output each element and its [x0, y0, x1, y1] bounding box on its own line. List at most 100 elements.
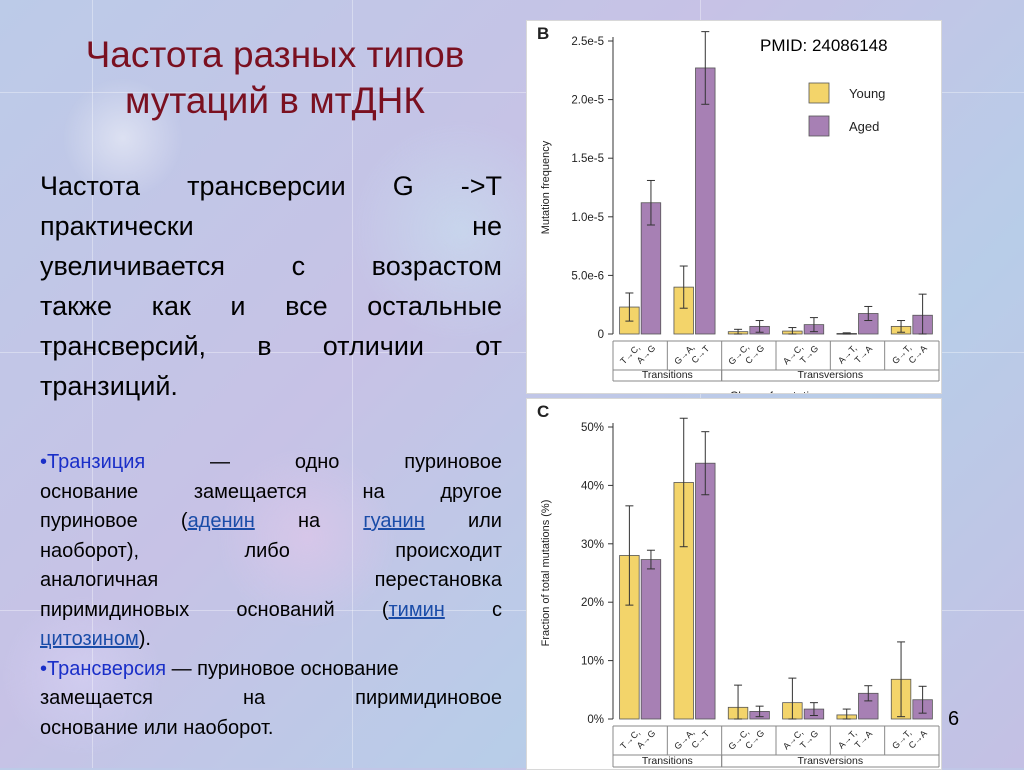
group-label: Transitions	[642, 369, 693, 381]
definitions-block: •Транзиция — одно пуриновое основание за…	[40, 448, 502, 743]
legend-label-young: Young	[849, 86, 885, 101]
group-label: Transversions	[798, 369, 864, 381]
definition-word: либо	[244, 539, 290, 562]
slide-title-line: мутаций в мтДНК	[125, 80, 425, 121]
x-tick-label: T→A	[853, 729, 875, 751]
background-grid-line	[352, 0, 353, 768]
definition-word: на	[362, 480, 385, 503]
paren: (	[381, 598, 389, 621]
lead-word: остальные	[367, 291, 502, 321]
lead-word: также	[40, 291, 112, 321]
definition-line: основание или наоборот.	[40, 714, 502, 744]
definition-line: • Трансверсия — пуриновое основание	[40, 655, 502, 685]
y-tick-label: 1.5e-5	[571, 153, 604, 165]
definition-word: одно	[294, 451, 340, 473]
group-label: Transversions	[798, 755, 864, 767]
background-grid-line	[0, 352, 1024, 353]
group-label: Transitions	[642, 755, 693, 767]
lead-word: трансверсий,	[40, 331, 207, 361]
chart-b: B 0 5.0e-6 1.0e-5 1.5e-5 2.0e-5 2.5e-5 Mutation…	[537, 24, 940, 393]
lead-word: как	[151, 291, 191, 321]
definition-word: замещается	[193, 480, 307, 503]
lead-word: увеличивается	[40, 251, 226, 281]
slide-title: Частота разных типов мутаций в мтДНК	[40, 32, 510, 124]
definition-line: пиримидиновых оснований (тимин с	[40, 596, 502, 626]
panel-label: B	[537, 24, 549, 43]
thymine-link[interactable]: тимин	[388, 598, 445, 621]
lead-word: ->T	[460, 171, 502, 201]
definition-word: на	[297, 510, 321, 532]
legend-label-aged: Aged	[849, 119, 879, 134]
bullet: •	[40, 657, 48, 680]
lead-paragraph: Частота трансверсии G ->T практически не…	[40, 166, 502, 406]
definition-word: пуриновое	[404, 451, 502, 473]
definition-word: —	[210, 451, 231, 473]
definition-group: (аденин	[181, 507, 255, 537]
lead-word: G	[392, 171, 414, 201]
y-tick-label: 20%	[581, 597, 604, 609]
x-axis-label: Class of mutation	[730, 389, 823, 393]
lead-word: все	[285, 291, 328, 321]
definition-line: цитозином).	[40, 625, 502, 655]
definition-line: аналогичная перестановка	[40, 566, 502, 596]
definition-word: пиримидиновое	[355, 687, 502, 709]
background-grid-line	[92, 0, 93, 768]
y-tick-label: 10%	[581, 656, 604, 668]
lead-line: увеличивается с возрастом	[40, 246, 502, 286]
legend-swatch-aged	[808, 115, 830, 137]
lead-line: практически не	[40, 206, 502, 246]
bar-aged	[695, 462, 716, 720]
lead-word: с	[291, 251, 306, 281]
definition-line: основание замещается на другое	[40, 478, 502, 508]
definition-word: наоборот),	[40, 539, 140, 562]
lead-word: в	[257, 331, 272, 361]
definition-word: основание или наоборот.	[40, 716, 274, 739]
lead-word: отличии	[322, 331, 425, 361]
lead-word: не	[472, 211, 502, 241]
chart-panel-c: C 0% 10% 20% 30% 40% 50% Fraction of total muta…	[526, 398, 942, 770]
y-tick-label: 1.0e-5	[571, 212, 604, 224]
lead-line: Частота трансверсии G ->T	[40, 166, 502, 206]
lead-word: трансверсии	[187, 171, 346, 201]
slide-title-line: Частота разных типов	[85, 34, 465, 75]
definition-word: аналогичная	[40, 569, 159, 591]
page-number: 6	[948, 708, 960, 730]
definition-word: пиримидиновых	[40, 598, 190, 621]
lead-line: трансверсий, в отличии от	[40, 326, 502, 366]
y-tick-label: 30%	[581, 539, 604, 551]
definition-word: пуриновое	[40, 510, 138, 532]
x-tick-label: T→A	[853, 344, 875, 366]
adenine-link[interactable]: аденин	[187, 510, 255, 532]
bullet: •	[40, 451, 48, 473]
y-axis-label: Fraction of total mutations (%)	[540, 500, 552, 647]
lead-line: также как и все остальные	[40, 286, 502, 326]
transition-term-label: Транзиция	[47, 451, 146, 473]
transition-term: •Транзиция	[40, 448, 145, 478]
y-tick-label: 40%	[581, 480, 604, 492]
lead-word: Частота	[40, 171, 141, 201]
lead-word: возрастом	[371, 251, 502, 281]
definition-line: наоборот), либо происходит	[40, 537, 502, 567]
y-axis-label: Mutation frequency	[540, 140, 552, 234]
y-tick-label: 2.0e-5	[571, 95, 604, 107]
chart-c: C 0% 10% 20% 30% 40% 50% Fraction of total muta…	[537, 402, 940, 768]
lead-word: и	[230, 291, 246, 321]
y-tick-label: 0%	[587, 714, 604, 726]
definition-word: происходит	[395, 539, 502, 562]
definition-word: на	[242, 687, 266, 709]
lead-word: транзиций.	[40, 371, 178, 401]
definition-word: с	[491, 598, 502, 621]
lead-word: от	[475, 331, 502, 361]
definition-word: ).	[138, 628, 151, 650]
cytosine-link[interactable]: цитозином	[40, 628, 139, 650]
paren: (	[180, 510, 188, 532]
definition-line: •Транзиция — одно пуриновое	[40, 448, 502, 478]
guanine-link[interactable]: гуанин	[363, 510, 425, 532]
bar-aged	[695, 67, 716, 335]
bar-aged	[640, 559, 662, 720]
y-tick-label: 50%	[581, 422, 604, 434]
definition-word: или	[467, 510, 502, 532]
lead-word: практически	[40, 211, 194, 241]
y-tick-label: 2.5e-5	[571, 36, 604, 48]
definition-word: основание	[40, 480, 139, 503]
